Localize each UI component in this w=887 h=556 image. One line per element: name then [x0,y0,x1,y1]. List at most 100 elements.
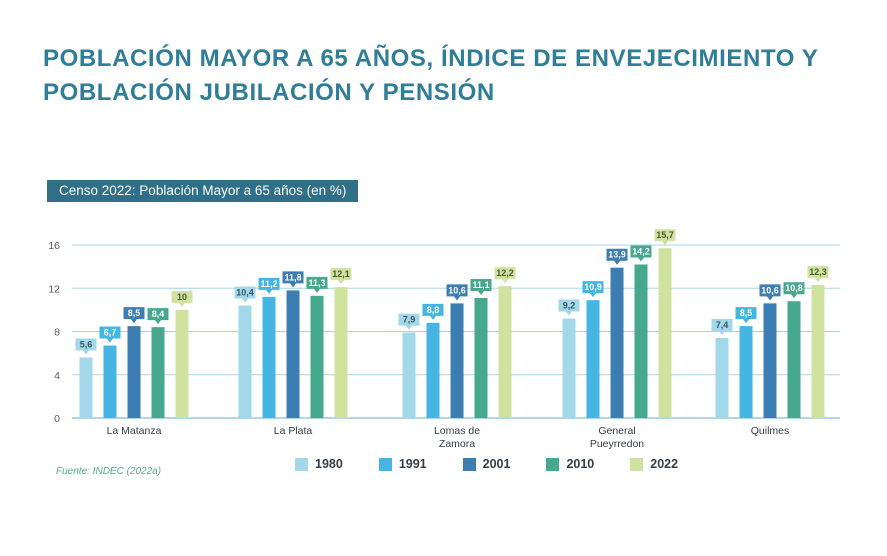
data-label: 7,9 [403,315,416,325]
bar-1991-1 [262,296,276,418]
bar-2010-4 [787,301,801,418]
x-category-label: Lomas de [434,425,480,437]
x-category-label: Zamora [439,438,475,450]
data-label-tag [783,282,805,299]
data-label-tag [123,307,145,324]
bar-1991-2 [426,322,440,418]
legend-label-1991: 1991 [398,457,427,471]
legend-swatch-1991 [378,457,392,471]
bar-2001-3 [610,267,624,418]
page-title-line-1: POBLACIÓN MAYOR A 65 AÑOS, ÍNDICE DE ENV… [43,45,819,72]
data-label: 11,1 [472,280,489,290]
data-label: 8,8 [427,305,440,315]
legend-swatch-1980 [295,457,308,471]
legend-swatch-2010 [546,457,560,471]
data-label: 10,6 [761,285,779,295]
chart-title: Censo 2022: Población Mayor a 65 años (e… [47,180,359,202]
data-label: 8,4 [152,309,165,319]
legend-label-2022: 2022 [650,457,679,471]
data-label-tag [558,299,580,316]
bar-2001-0 [127,326,141,418]
data-label-tag [630,245,652,262]
data-label: 12,2 [496,268,514,278]
bar-2010-3 [634,264,648,418]
data-label-tag [171,290,193,307]
data-label-tag [759,284,781,301]
data-label: 10,4 [236,288,254,298]
x-category-label: La Plata [274,425,313,437]
data-label-tag [422,303,444,320]
data-label: 12,3 [809,267,827,277]
bar-2010-2 [474,297,488,418]
legend-swatch-2001 [462,457,476,471]
data-label-tag [234,286,256,303]
data-label-tag [582,281,604,298]
y-tick-label: 8 [54,327,60,339]
data-label-tag [735,307,757,324]
y-tick-label: 4 [54,370,60,382]
bar-1991-4 [739,326,753,418]
data-label: 6,7 [104,328,117,338]
bar-1991-3 [586,300,600,418]
data-label: 12,1 [332,269,350,279]
data-label-tag [306,276,328,293]
legend-label-1980: 1980 [315,457,343,471]
bar-1980-3 [562,318,576,418]
x-category-label: Pueyrredon [590,438,644,450]
data-label: 11,3 [308,278,325,288]
bar-2001-2 [450,303,464,418]
chart-legend: 1980 1991 2001 2010 2022 [295,457,678,471]
y-tick-label: 12 [48,283,60,295]
data-label-tag [470,278,492,295]
source-note: Fuente: INDEC (2022a) [56,466,162,477]
data-label: 10,6 [448,285,466,295]
legend-item-1991: 1991 [378,457,427,471]
bar-2022-2 [498,286,512,418]
bar-1980-2 [402,332,416,418]
legend-item-2022: 2022 [630,457,678,471]
data-label: 8,5 [740,308,753,318]
x-category-label: General [598,425,635,437]
legend-label-2010: 2010 [566,457,595,471]
data-label: 10,9 [584,282,602,292]
y-tick-label: 0 [54,413,60,425]
data-label-tag [99,326,121,343]
data-label: 11,8 [284,272,301,282]
y-tick-label: 16 [48,240,60,252]
data-label: 13,9 [608,250,626,260]
data-label: 10,8 [785,283,803,293]
data-label-tag [606,248,628,265]
data-label-tag [654,229,676,246]
data-label-tag [446,284,468,301]
data-label: 8,5 [128,308,141,318]
x-category-label: Quilmes [751,425,790,437]
bar-1980-0 [79,357,93,418]
legend-swatch-2022 [630,457,644,471]
data-label-tag [282,271,304,288]
bar-2001-4 [763,303,777,418]
data-label-tag [258,277,280,294]
legend-item-1980: 1980 [295,457,343,471]
x-category-label: La Matanza [107,425,162,437]
data-label: 11,2 [260,279,277,289]
data-label-tag [711,318,733,335]
legend-label-2001: 2001 [482,457,511,471]
data-label: 15,7 [656,230,674,240]
data-label-tag [75,338,97,355]
data-label-tag [807,266,829,283]
data-label: 7,4 [716,320,729,330]
bar-1991-0 [103,345,117,418]
data-label-tag [147,308,169,325]
bar-2010-0 [151,327,165,418]
data-label-tag [494,267,516,284]
bar-1980-1 [238,305,252,418]
data-label: 5,6 [80,339,93,349]
bar-2010-1 [310,295,324,418]
bar-2022-3 [658,248,672,418]
bar-2022-4 [811,285,825,418]
data-label: 10 [177,292,187,302]
page-title: POBLACIÓN MAYOR A 65 AÑOS, ÍNDICE DE ENV… [43,42,843,110]
bar-2022-1 [334,287,348,418]
page-title-line-2: POBLACIÓN JUBILACIÓN Y PENSIÓN [43,79,495,106]
